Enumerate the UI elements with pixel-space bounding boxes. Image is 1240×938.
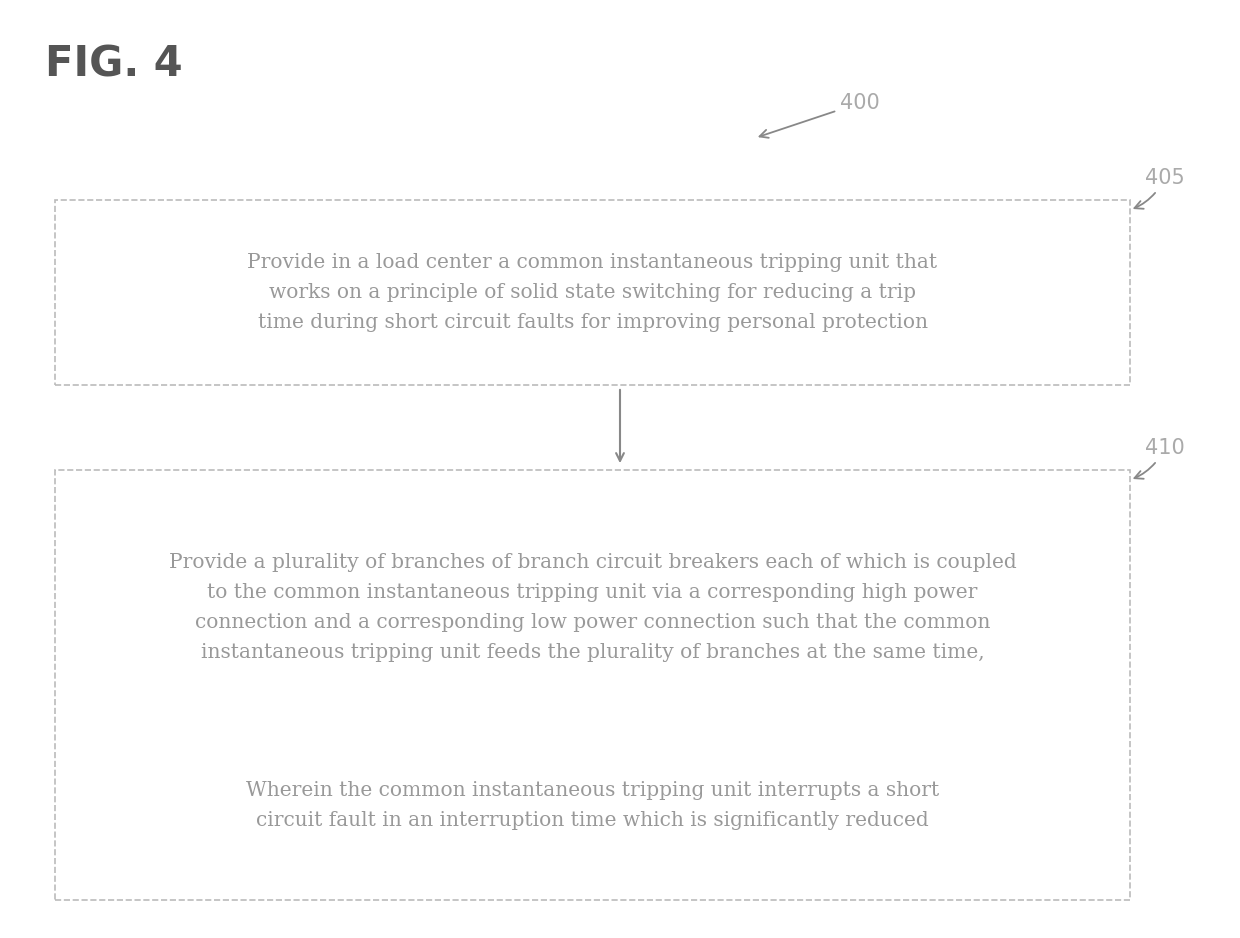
Text: Provide a plurality of branches of branch circuit breakers each of which is coup: Provide a plurality of branches of branc… — [169, 552, 1017, 662]
Text: Wherein the common instantaneous tripping unit interrupts a short
circuit fault : Wherein the common instantaneous trippin… — [246, 780, 939, 830]
Text: 410: 410 — [1135, 438, 1184, 478]
FancyBboxPatch shape — [55, 200, 1130, 385]
Text: FIG. 4: FIG. 4 — [45, 43, 182, 85]
Text: 400: 400 — [760, 93, 879, 138]
FancyBboxPatch shape — [55, 470, 1130, 900]
Text: 405: 405 — [1135, 168, 1184, 209]
Text: Provide in a load center a common instantaneous tripping unit that
works on a pr: Provide in a load center a common instan… — [248, 252, 937, 332]
